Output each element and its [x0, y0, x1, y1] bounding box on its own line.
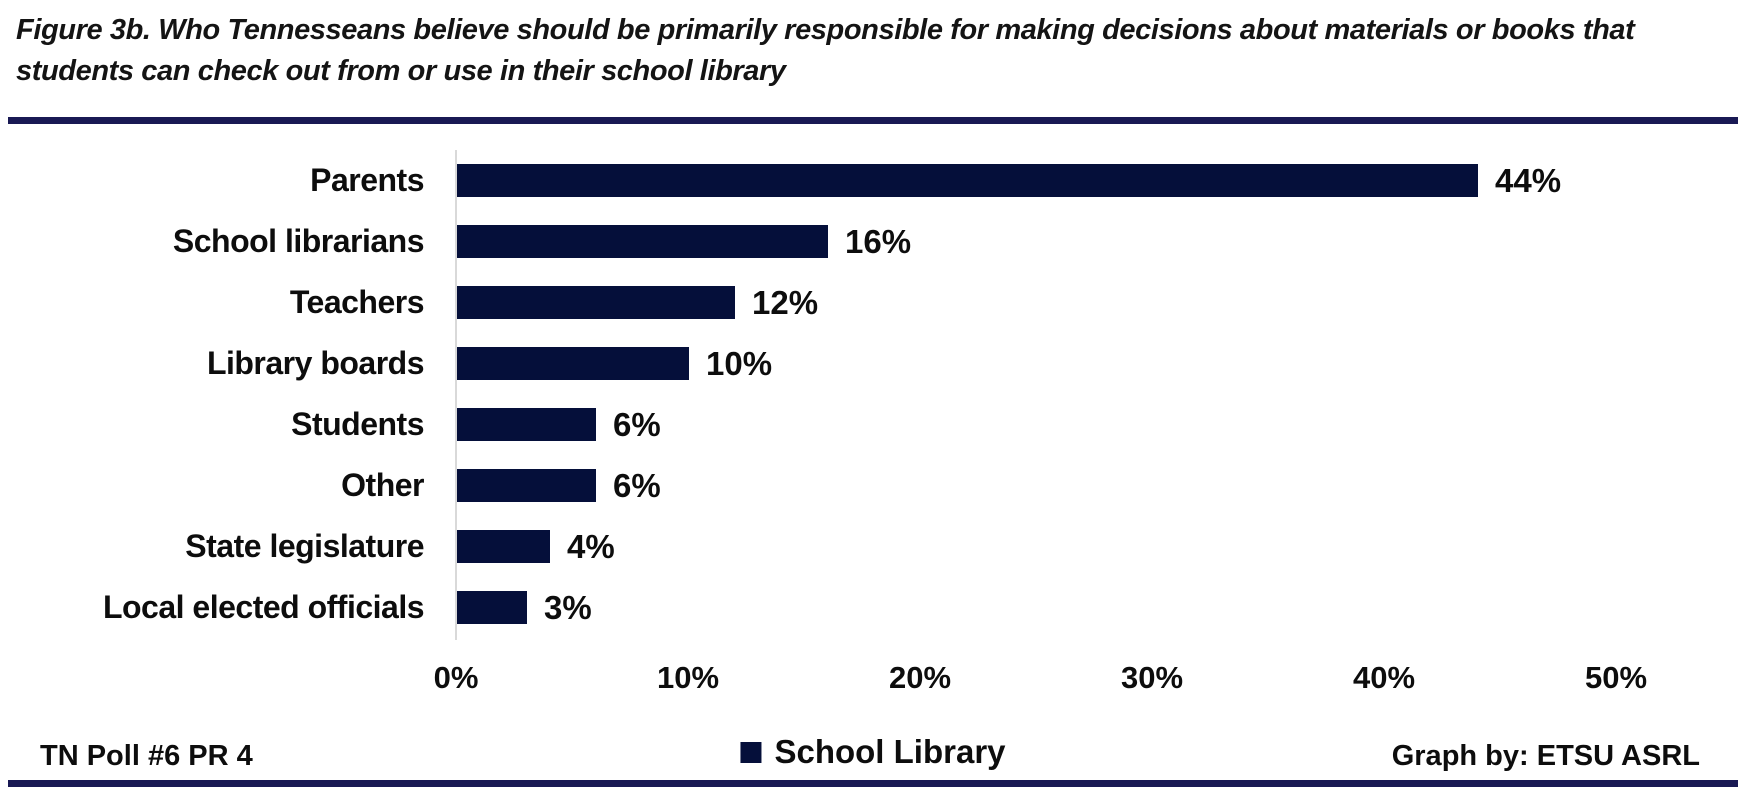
x-tick-label: 40%: [1352, 660, 1416, 695]
category-label: Students: [291, 406, 424, 442]
value-label: 4%: [567, 528, 615, 565]
bar-row: Local elected officials 3%: [0, 577, 1746, 638]
bar: [457, 286, 735, 319]
value-label: 6%: [613, 467, 661, 504]
category-label: Teachers: [289, 284, 425, 320]
x-tick-label: 20%: [888, 660, 952, 695]
value-label: 10%: [706, 345, 773, 382]
bar-row: School librarians 16%: [0, 211, 1746, 272]
bottom-divider: [8, 780, 1738, 787]
bar-row: State legislature 4%: [0, 516, 1746, 577]
category-label: State legislature: [185, 528, 424, 564]
legend: School Library: [740, 733, 1006, 771]
x-tick-label: 50%: [1584, 660, 1648, 695]
value-label: 6%: [613, 406, 661, 443]
bar: [457, 164, 1478, 197]
y-axis-line: [455, 150, 457, 640]
bar-row: Library boards 10%: [0, 333, 1746, 394]
footer-credit: Graph by: ETSU ASRL: [1391, 740, 1700, 772]
footer-source: TN Poll #6 PR 4: [40, 740, 253, 772]
legend-label: School Library: [774, 733, 1006, 770]
bar: [457, 591, 527, 624]
legend-swatch-icon: [740, 741, 762, 763]
figure-title: Figure 3b. Who Tennesseans believe shoul…: [16, 10, 1635, 92]
category-label: Other: [341, 467, 424, 503]
bar: [457, 347, 689, 380]
x-axis-tick-labels: 0% 10% 20% 30% 40% 50%: [0, 660, 1746, 700]
category-label: School librarians: [172, 223, 425, 259]
bar-row: Teachers 12%: [0, 272, 1746, 333]
bar-row: Students 6%: [0, 394, 1746, 455]
category-label: Parents: [310, 162, 424, 198]
category-label: Local elected officials: [102, 589, 425, 625]
bar: [457, 530, 550, 563]
x-tick-label: 10%: [656, 660, 720, 695]
x-tick-label: 0%: [433, 660, 479, 695]
bar-rows: Parents 44% School librarians 16% Teachers 12…: [0, 150, 1746, 638]
figure-title-line2: students can check out from or use in th…: [16, 55, 786, 87]
value-label: 12%: [752, 284, 819, 321]
bar: [457, 469, 596, 502]
figure-title-line1: Figure 3b. Who Tennesseans believe shoul…: [16, 14, 1635, 46]
bar: [457, 225, 828, 258]
bar-row: Parents 44%: [0, 150, 1746, 211]
top-divider: [8, 117, 1738, 124]
value-label: 16%: [845, 223, 912, 260]
category-label: Library boards: [206, 345, 425, 381]
bar-row: Other 6%: [0, 455, 1746, 516]
x-tick-label: 30%: [1120, 660, 1184, 695]
bar: [457, 408, 596, 441]
value-label: 3%: [544, 589, 592, 626]
value-label: 44%: [1495, 162, 1562, 199]
